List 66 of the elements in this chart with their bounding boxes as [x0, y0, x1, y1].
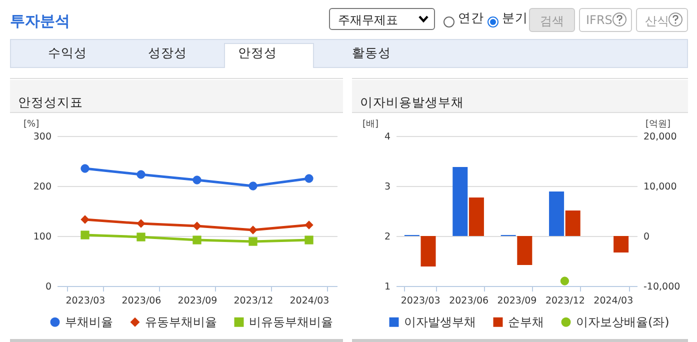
chart-title: 안정성지표	[18, 94, 83, 110]
text: 주재무제표	[329, 8, 435, 30]
x-tick-label: 2024/03	[290, 296, 330, 306]
bar	[420, 236, 436, 266]
text: 안정성	[238, 45, 277, 62]
y-tick-label: 0	[45, 282, 52, 292]
y-tick-label: 4	[384, 132, 390, 142]
text: 활동성	[352, 45, 391, 62]
y-tick-label: 100	[33, 232, 52, 242]
point	[192, 236, 202, 244]
y-tick-label: 2	[384, 232, 390, 242]
bar	[452, 167, 468, 236]
point	[80, 164, 90, 173]
y2-tick-label: -10,000	[644, 282, 680, 292]
y2-tick-label: 20,000	[644, 132, 677, 142]
point	[136, 232, 146, 242]
y-tick-label: 3	[384, 182, 390, 192]
text: 성장성	[148, 45, 187, 62]
y-tick-label: 200	[33, 182, 52, 192]
point	[248, 182, 258, 190]
text: IFRS	[579, 8, 632, 32]
legend-label: 부채비율	[65, 315, 113, 330]
x-tick-label: 2023/12	[234, 296, 274, 306]
text: 수익성	[48, 45, 87, 62]
legend-label: 유동부채비율	[145, 315, 217, 330]
y2-axis-title: [억원]	[646, 120, 671, 130]
bar	[468, 198, 484, 236]
bar	[517, 236, 532, 265]
x-tick-label: 2023/03	[66, 296, 106, 306]
x-tick-label: 2023/06	[449, 296, 489, 306]
y2-tick-label: 10,000	[644, 182, 677, 192]
x-tick-label: 2024/03	[594, 296, 634, 306]
text: 검색	[529, 8, 575, 32]
legend-label: 이자보상배율(좌)	[576, 315, 670, 330]
x-tick-label: 2023/03	[400, 296, 440, 306]
y-axis-title: [배]	[362, 120, 379, 130]
y-tick-label: 1	[384, 282, 390, 292]
x-tick-label: 2023/06	[122, 296, 162, 306]
text: 분기	[502, 10, 528, 27]
point	[80, 215, 90, 224]
point	[192, 176, 202, 184]
bar	[614, 236, 629, 252]
point	[136, 219, 146, 228]
bar	[549, 192, 564, 236]
x-tick-label: 2023/09	[178, 296, 218, 306]
x-tick-label: 2023/12	[545, 296, 585, 306]
x-tick-label: 2023/09	[497, 296, 537, 306]
point	[304, 236, 314, 244]
y-tick-label: 300	[33, 132, 52, 142]
text: 투자분석	[10, 12, 70, 31]
chart-title: 이자비용발생부채	[360, 94, 464, 110]
point	[248, 237, 258, 246]
point	[304, 220, 314, 230]
point	[136, 170, 146, 179]
point	[80, 230, 90, 240]
y2-tick-label: 0	[644, 232, 650, 242]
bar	[565, 210, 580, 236]
point	[304, 174, 314, 183]
legend-label: 이자발생부채	[404, 315, 476, 330]
text: 산식	[636, 8, 688, 32]
point	[248, 226, 258, 234]
y-axis-title: [%]	[24, 120, 40, 130]
legend-label: 비유동부채비율	[249, 315, 333, 330]
text: 연간	[458, 10, 484, 27]
point	[192, 222, 202, 230]
legend-label: 순부채	[508, 315, 544, 330]
